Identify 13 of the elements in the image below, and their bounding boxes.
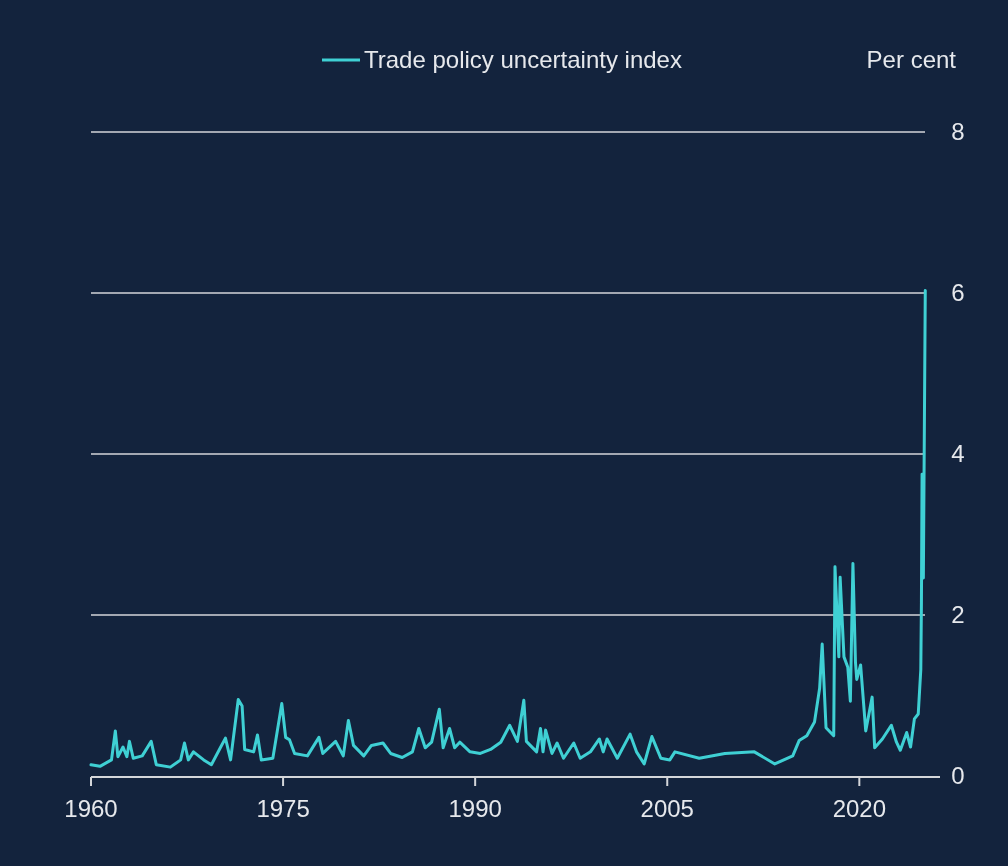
x-tick-label: 1975 — [256, 795, 310, 823]
y-tick-label: 4 — [951, 440, 965, 468]
x-tick-label: 2020 — [832, 795, 887, 823]
y-axis-title: Per cent — [866, 46, 957, 74]
y-tick-label: 2 — [951, 601, 965, 629]
y-tick-label: 8 — [951, 118, 965, 146]
y-tick-label: 0 — [951, 762, 965, 790]
x-tick-label: 1960 — [64, 795, 118, 823]
x-tick-label: 2005 — [640, 795, 694, 823]
legend-label: Trade policy uncertainty index — [364, 46, 682, 74]
line-series — [89, 289, 927, 769]
x-tick-label: 1990 — [448, 795, 502, 823]
y-tick-label: 6 — [951, 279, 965, 307]
